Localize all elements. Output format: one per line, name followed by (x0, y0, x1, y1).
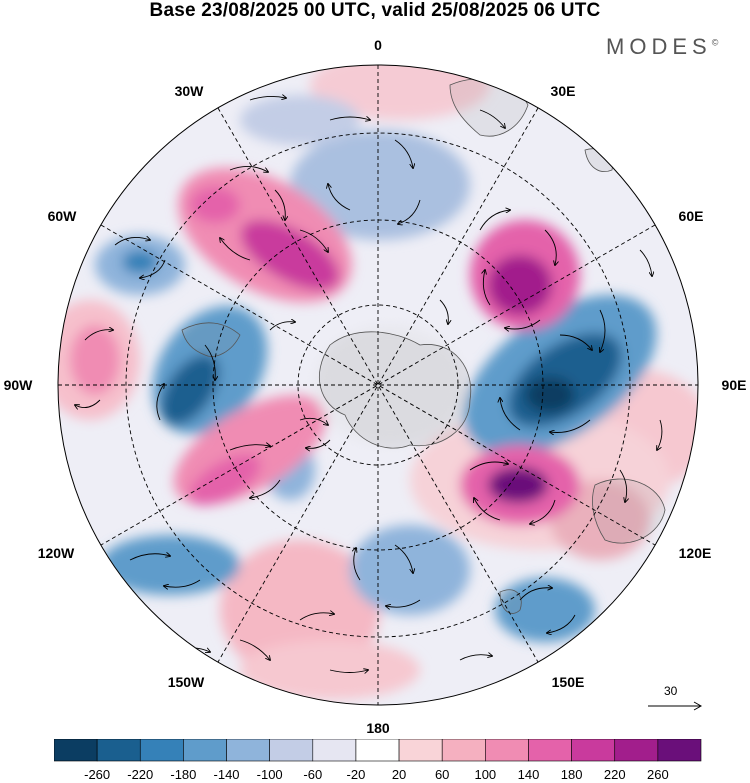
colorbar-swatch (571, 739, 616, 762)
colorbar-swatch (312, 739, 357, 762)
lon-label-180: 180 (366, 720, 390, 735)
colorbar-swatch (96, 739, 141, 762)
colorbar-swatches (54, 739, 702, 762)
colorbar-tick-label: 140 (518, 767, 540, 782)
wind-vectors (75, 96, 663, 672)
lon-label-30w: 30W (175, 83, 205, 99)
map-disc (58, 65, 698, 705)
lon-label-0: 0 (374, 37, 382, 53)
map-boundary (57, 64, 699, 706)
colorbar-tick-label: 220 (604, 767, 626, 782)
colorbar-swatch (54, 739, 98, 762)
lon-label-150e: 150E (552, 674, 585, 690)
lon-label-90e: 90E (722, 377, 747, 393)
copyright-mark: © (711, 37, 719, 48)
colorbar-tick-label: 260 (647, 767, 669, 782)
colorbar-tick-label: -60 (303, 767, 322, 782)
brand-text: MODES (606, 34, 712, 59)
vector-scale-label: 30 (664, 684, 678, 698)
colorbar-ticks: -260 -220 -180 -140 -100 -60 -20 20 60 100 140 180 2… (84, 767, 669, 782)
colorbar-swatch (614, 739, 659, 762)
modes-logo: MODES© (606, 34, 718, 60)
colorbar-tick-label: -20 (347, 767, 366, 782)
polar-map: 0 30E 60E 90E 120E 150E 180 150W 120W 90… (4, 37, 747, 735)
colorbar-tick-label: -260 (84, 767, 110, 782)
lon-label-30e: 30E (551, 83, 576, 99)
colorbar-tick-label: -100 (257, 767, 283, 782)
lon-label-90w: 90W (4, 377, 34, 393)
colorbar-tick-label: 180 (561, 767, 583, 782)
colorbar-swatch (226, 739, 270, 762)
colorbar-tick-label: -140 (214, 767, 240, 782)
colorbar-swatch (441, 739, 486, 762)
colorbar-swatch (183, 739, 227, 762)
colorbar-tick-label: -180 (170, 767, 196, 782)
colorbar-tick-label: 100 (474, 767, 496, 782)
vector-scale-arrow (648, 701, 703, 711)
colorbar-swatch (485, 739, 529, 762)
colorbar-tick-label: -220 (127, 767, 153, 782)
colorbar-swatch (657, 739, 702, 762)
lon-label-60w: 60W (48, 208, 78, 224)
colorbar-tick-label: 60 (435, 767, 449, 782)
lon-label-120w: 120W (38, 545, 75, 561)
colorbar-swatch (355, 739, 400, 762)
colorbar-swatch (398, 739, 443, 762)
colorbar-swatch (269, 739, 314, 762)
lon-label-150w: 150W (168, 674, 205, 690)
chart-title: Base 23/08/2025 00 UTC, valid 25/08/2025… (149, 0, 601, 21)
longitude-labels: 0 30E 60E 90E 120E 150E 180 150W 120W 90… (4, 37, 747, 735)
colorbar-swatch (528, 739, 572, 762)
graticule (58, 65, 698, 705)
lon-label-120e: 120E (679, 545, 712, 561)
lon-label-60e: 60E (679, 208, 704, 224)
colorbar-swatch (139, 739, 184, 762)
colorbar: -260 -220 -180 -140 -100 -60 -20 20 60 100 140 180 2… (54, 739, 702, 782)
colorbar-tick-label: 20 (392, 767, 406, 782)
